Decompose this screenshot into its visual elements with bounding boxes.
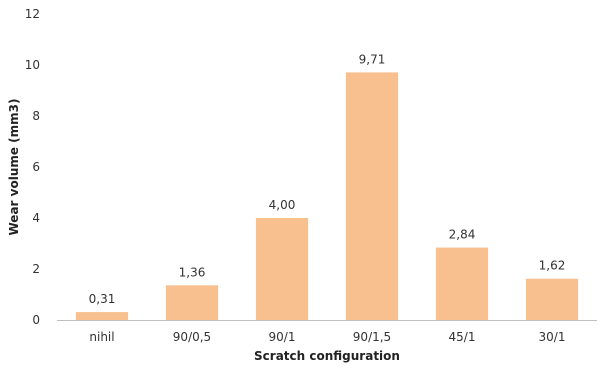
- y-tick-label: 0: [32, 313, 40, 327]
- data-label: 1,36: [179, 265, 206, 279]
- x-tick-label: nihil: [89, 330, 114, 344]
- data-label: 2,84: [449, 228, 476, 242]
- bar-nihil: [75, 312, 129, 320]
- y-axis-ticks: 0 2 4 6 8 10 12: [25, 7, 40, 327]
- x-tick-label: 90/0,5: [173, 330, 211, 344]
- y-tick-label: 8: [32, 109, 40, 123]
- y-axis-title: Wear volume (mm3): [7, 98, 21, 235]
- data-label: 0,31: [89, 292, 116, 306]
- x-axis-title: Scratch configuration: [254, 349, 400, 363]
- data-label: 1,62: [539, 259, 566, 273]
- bar-90/1,5: [345, 72, 399, 321]
- x-axis-ticks: nihil 90/0,5 90/1 90/1,5 45/1 30/1: [89, 330, 565, 344]
- x-tick-label: 45/1: [449, 330, 476, 344]
- y-tick-label: 10: [25, 58, 40, 72]
- bars: [75, 72, 579, 321]
- x-tick-label: 30/1: [539, 330, 566, 344]
- y-tick-label: 4: [32, 211, 40, 225]
- data-label: 9,71: [359, 52, 386, 66]
- y-tick-label: 2: [32, 262, 40, 276]
- bar-90/0,5: [165, 285, 219, 320]
- y-tick-label: 12: [25, 7, 40, 21]
- bar-45/1: [435, 247, 489, 320]
- data-labels: 0,31 1,36 4,00 9,71 2,84 1,62: [89, 52, 566, 306]
- data-label: 4,00: [269, 198, 296, 212]
- x-tick-label: 90/1: [269, 330, 296, 344]
- x-tick-label: 90/1,5: [353, 330, 391, 344]
- bar-90/1: [255, 218, 309, 320]
- y-tick-label: 6: [32, 160, 40, 174]
- bar-30/1: [525, 278, 579, 320]
